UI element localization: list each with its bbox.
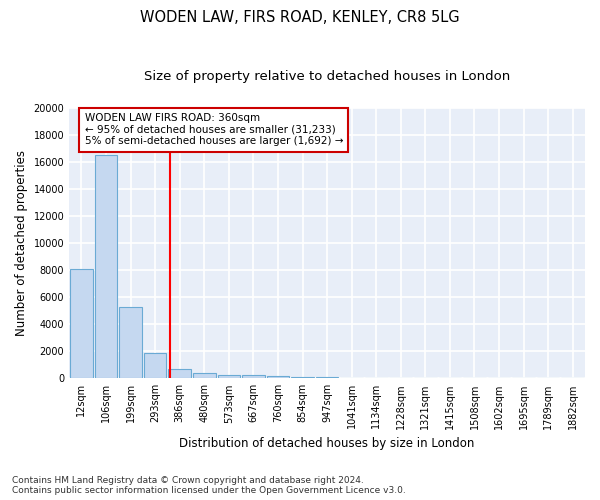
- Bar: [144, 354, 166, 378]
- Bar: [193, 374, 215, 378]
- Text: WODEN LAW, FIRS ROAD, KENLEY, CR8 5LG: WODEN LAW, FIRS ROAD, KENLEY, CR8 5LG: [140, 10, 460, 25]
- Title: Size of property relative to detached houses in London: Size of property relative to detached ho…: [144, 70, 510, 83]
- Bar: [291, 376, 314, 378]
- Bar: [242, 375, 265, 378]
- Bar: [70, 268, 93, 378]
- Text: Contains HM Land Registry data © Crown copyright and database right 2024.
Contai: Contains HM Land Registry data © Crown c…: [12, 476, 406, 495]
- Bar: [95, 155, 118, 378]
- Bar: [169, 369, 191, 378]
- Bar: [316, 377, 338, 378]
- Bar: [218, 374, 240, 378]
- Y-axis label: Number of detached properties: Number of detached properties: [15, 150, 28, 336]
- Text: WODEN LAW FIRS ROAD: 360sqm
← 95% of detached houses are smaller (31,233)
5% of : WODEN LAW FIRS ROAD: 360sqm ← 95% of det…: [85, 113, 343, 146]
- X-axis label: Distribution of detached houses by size in London: Distribution of detached houses by size …: [179, 437, 475, 450]
- Bar: [266, 376, 289, 378]
- Bar: [119, 306, 142, 378]
